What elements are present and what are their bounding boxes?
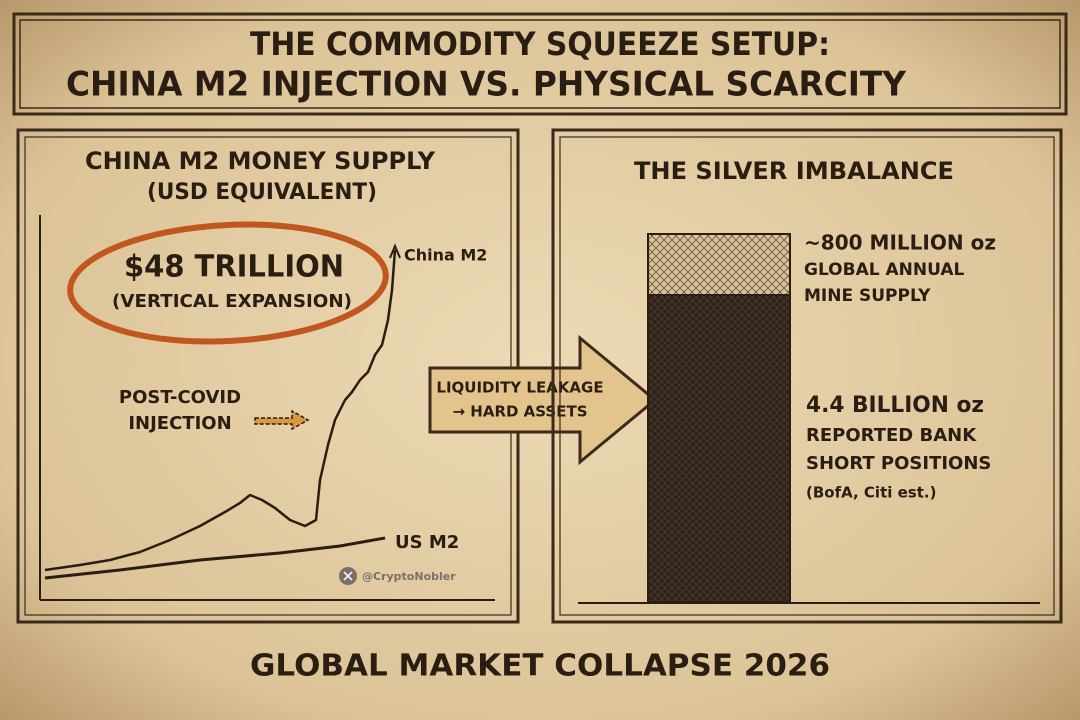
supply-amount: ~800 MILLION oz: [804, 231, 996, 255]
panel-title: CHINA M2 MONEY SUPPLY: [85, 147, 436, 175]
series-label: China M2: [404, 246, 487, 265]
right-panel-frame: [551, 128, 1063, 624]
header-frame-inner: [19, 19, 1061, 109]
shorts-text: SHORT POSITIONS: [806, 453, 991, 474]
right-panel-frame-inner: [559, 136, 1055, 616]
shorts-block: [647, 294, 791, 603]
shorts-source: (BofA, Citi est.): [806, 484, 936, 502]
panel-title: THE SILVER IMBALANCE: [634, 157, 954, 185]
credit-icon-x: [343, 571, 353, 581]
callout-note: (VERTICAL EXPANSION): [112, 291, 352, 312]
title: CHINA M2 INJECTION VS. PHYSICAL SCARCITY: [66, 65, 906, 105]
header-frame: [12, 12, 1068, 116]
shorts-text: REPORTED BANK: [806, 425, 977, 446]
annotation: POST-COVID: [119, 387, 241, 408]
flow-arrow: [428, 334, 658, 466]
title: THE COMMODITY SQUEEZE SETUP:: [250, 25, 830, 63]
annotation-arrow: [254, 409, 310, 431]
supply-text: GLOBAL ANNUAL: [804, 260, 965, 280]
arrow-text: LIQUIDITY LEAKAGE: [436, 379, 603, 397]
arrow-text: → HARD ASSETS: [453, 403, 588, 421]
supply-block: [647, 233, 791, 296]
shorts-amount: 4.4 BILLION oz: [806, 393, 984, 418]
annotation: INJECTION: [128, 413, 231, 434]
china-m2-line: [44, 249, 397, 572]
credit: @CryptoNobler: [362, 570, 456, 583]
line-arrowhead: [389, 243, 401, 259]
us-m2-line: [44, 536, 386, 580]
supply-text: MINE SUPPLY: [804, 286, 931, 306]
callout-ring: [67, 221, 389, 345]
series-label: US M2: [395, 532, 459, 553]
panel-subtitle: (USD EQUIVALENT): [147, 180, 377, 205]
callout-value: $48 TRILLION: [124, 250, 344, 285]
footer: GLOBAL MARKET COLLAPSE 2026: [250, 649, 830, 684]
